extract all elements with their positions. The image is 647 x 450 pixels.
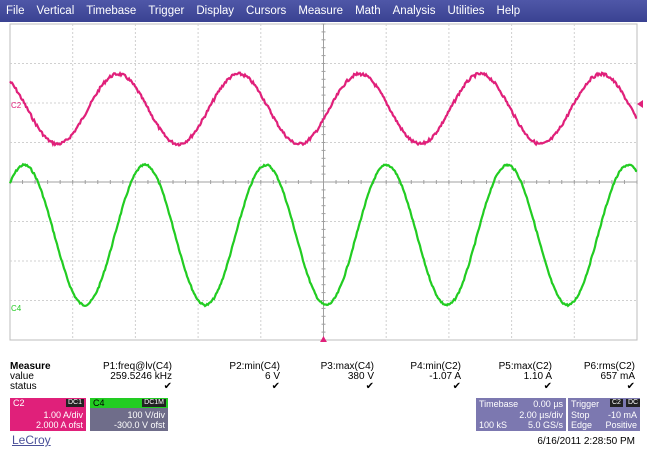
c4-waveform bbox=[8, 162, 638, 308]
c2-label: C2 bbox=[13, 398, 25, 408]
menu-trigger[interactable]: Trigger bbox=[148, 5, 185, 17]
timebase-delay: 0.00 µs bbox=[533, 399, 563, 409]
trigger-box[interactable]: Trigger C2 DC Stop -10 mA Edge Positive bbox=[568, 398, 641, 431]
p5-status-icon: ✔ bbox=[543, 381, 552, 392]
c4-channel-box[interactable]: C4 DC1M 100 V/div -300.0 V ofst bbox=[90, 398, 168, 431]
c4-offset: -300.0 V ofst bbox=[113, 420, 165, 430]
measure-row-labels: Measure value status bbox=[10, 362, 51, 392]
p4-value: -1.07 A bbox=[429, 371, 461, 382]
date-time: 6/16/2011 2:28:50 PM bbox=[537, 436, 635, 447]
c2-scale: 1.00 A/div bbox=[43, 410, 83, 420]
c4-marker: C4 bbox=[11, 304, 22, 313]
trigger-delay-marker bbox=[320, 336, 327, 342]
measure-p6[interactable]: P6:rms(C2) 657 mA ✔ bbox=[584, 362, 635, 392]
trigger-edge-label: Edge bbox=[571, 420, 593, 430]
menu-help[interactable]: Help bbox=[496, 5, 521, 17]
p5-value: 1.10 A bbox=[523, 371, 552, 382]
p3-value: 380 V bbox=[347, 371, 374, 382]
p3-status-icon: ✔ bbox=[365, 381, 374, 392]
menu-bar: File Vertical Timebase Trigger Display Cursor… bbox=[0, 0, 647, 22]
measure-title: Measure bbox=[10, 361, 51, 372]
p4-status-icon: ✔ bbox=[452, 381, 461, 392]
p2-value: 6 V bbox=[264, 371, 280, 382]
measure-p3[interactable]: P3:max(C4) 380 V ✔ bbox=[321, 362, 374, 392]
p1-status-icon: ✔ bbox=[163, 381, 172, 392]
menu-file[interactable]: File bbox=[6, 5, 25, 17]
c4-scale: 100 V/div bbox=[127, 410, 165, 420]
timebase-label: Timebase bbox=[479, 399, 519, 409]
c2-coupling-badge: DC1 bbox=[65, 399, 84, 407]
waveform-display: C2 C4 bbox=[0, 22, 647, 342]
c2-offset: 2.000 A ofst bbox=[35, 420, 83, 430]
menu-timebase[interactable]: Timebase bbox=[86, 5, 137, 17]
trigger-level: -10 mA bbox=[607, 410, 637, 420]
trigger-coupling-badge: DC bbox=[626, 399, 641, 407]
lecroy-logo: LeCroy bbox=[12, 433, 51, 447]
measure-table: Measure value status P1:freq@lv(C4) 259.… bbox=[0, 362, 647, 402]
p4-name: P4:min(C2) bbox=[410, 361, 461, 372]
p6-status-icon: ✔ bbox=[626, 381, 635, 392]
c4-label: C4 bbox=[93, 398, 105, 408]
p6-value: 657 mA bbox=[600, 371, 635, 382]
p3-name: P3:max(C4) bbox=[320, 361, 374, 372]
p5-name: P5:max(C2) bbox=[498, 361, 552, 372]
measure-p2[interactable]: P2:min(C4) 6 V ✔ bbox=[229, 362, 280, 392]
timebase-samples: 100 kS bbox=[479, 420, 508, 430]
c2-waveform bbox=[9, 70, 638, 147]
timebase-scale: 2.00 µs/div bbox=[519, 410, 563, 420]
c2-channel-box[interactable]: C2 DC1 1.00 A/div 2.000 A ofst bbox=[10, 398, 86, 431]
menu-measure[interactable]: Measure bbox=[298, 5, 344, 17]
trigger-label: Trigger bbox=[571, 399, 600, 409]
c4-header: C4 DC1M bbox=[90, 398, 168, 408]
menu-cursors[interactable]: Cursors bbox=[246, 5, 287, 17]
trigger-slope: Positive bbox=[605, 420, 637, 430]
trigger-level-marker bbox=[637, 100, 643, 108]
c4-coupling-badge: DC1M bbox=[142, 399, 166, 407]
measure-p4[interactable]: P4:min(C2) -1.07 A ✔ bbox=[410, 362, 461, 392]
menu-utilities[interactable]: Utilities bbox=[447, 5, 485, 17]
trigger-source-badge: C2 bbox=[610, 399, 623, 407]
menu-display[interactable]: Display bbox=[196, 5, 235, 17]
menu-analysis[interactable]: Analysis bbox=[392, 5, 436, 17]
timebase-rate: 5.0 GS/s bbox=[527, 420, 563, 430]
menu-math[interactable]: Math bbox=[355, 5, 381, 17]
p1-value: 259.5246 kHz bbox=[110, 371, 172, 382]
timebase-box[interactable]: Timebase 0.00 µs 2.00 µs/div 100 kS 5.0 … bbox=[476, 398, 566, 431]
c2-marker: C2 bbox=[11, 101, 22, 110]
measure-status-label: status bbox=[10, 381, 37, 392]
p1-name: P1:freq@lv(C4) bbox=[102, 361, 172, 372]
measure-p1[interactable]: P1:freq@lv(C4) 259.5246 kHz ✔ bbox=[103, 362, 172, 392]
p6-name: P6:rms(C2) bbox=[583, 361, 635, 372]
p2-name: P2:min(C4) bbox=[229, 361, 280, 372]
trigger-mode: Stop bbox=[571, 410, 590, 420]
measure-value-label: value bbox=[10, 371, 34, 382]
waveform-grid: C2 C4 bbox=[8, 23, 643, 342]
c2-header: C2 DC1 bbox=[10, 398, 86, 408]
p2-status-icon: ✔ bbox=[271, 381, 280, 392]
measure-p5[interactable]: P5:max(C2) 1.10 A ✔ bbox=[499, 362, 552, 392]
menu-vertical[interactable]: Vertical bbox=[36, 5, 75, 17]
